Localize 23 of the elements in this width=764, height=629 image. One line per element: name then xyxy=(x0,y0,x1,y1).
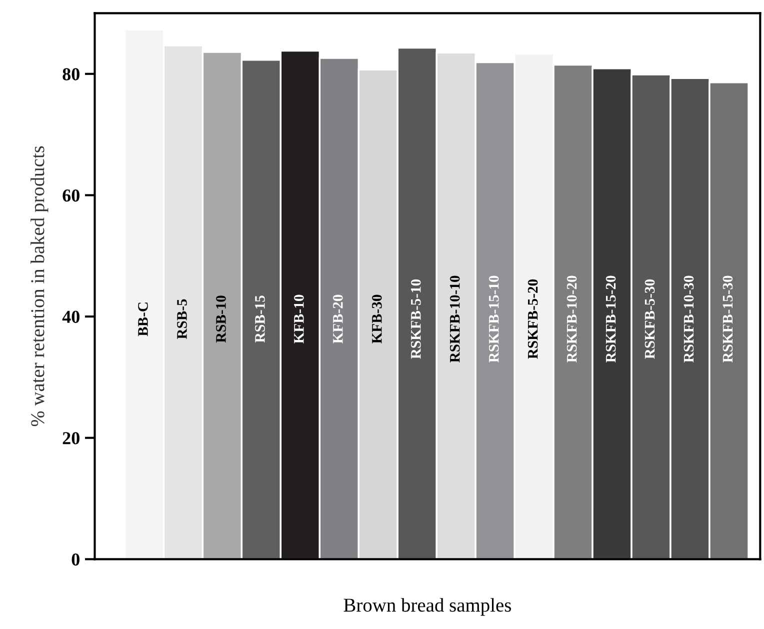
x-tick-label: KFB-30 xyxy=(372,294,382,344)
x-tick-label: RSKFB-5-20 xyxy=(528,279,538,359)
x-tick-label: BB-C xyxy=(138,302,148,336)
x-tick-label: KFB-10 xyxy=(294,294,304,344)
x-tick-label: RSKFB-15-20 xyxy=(606,276,616,362)
x-tick-label: RSB-10 xyxy=(216,296,226,343)
x-tick-label: KFB-20 xyxy=(332,294,343,344)
x-tick-label: RSKFB-10-30 xyxy=(684,276,694,362)
y-tick-label: 0 xyxy=(72,553,80,566)
x-tick-label: RSB-5 xyxy=(177,299,187,339)
x-tick-label: RSKFB-15-30 xyxy=(722,276,733,362)
x-tick-label: RSKFB-5-10 xyxy=(410,279,421,359)
x-tick-label: RSKFB-10-20 xyxy=(566,276,577,362)
x-tick-label: RSB-15 xyxy=(255,296,265,343)
x-tick-label: RSKFB-10-10 xyxy=(450,276,460,362)
y-axis-title: % water retention in baked products xyxy=(30,146,48,426)
y-tick-label: 20 xyxy=(62,432,80,444)
y-tick-label: 80 xyxy=(62,68,80,80)
x-tick-label: RSKFB-5-30 xyxy=(644,279,655,359)
x-tick-label: RSKFB-15-10 xyxy=(488,276,499,362)
y-tick-label: 60 xyxy=(62,189,80,202)
y-tick-label: 40 xyxy=(62,310,80,323)
x-axis-title: Brown bread samples xyxy=(344,598,511,616)
